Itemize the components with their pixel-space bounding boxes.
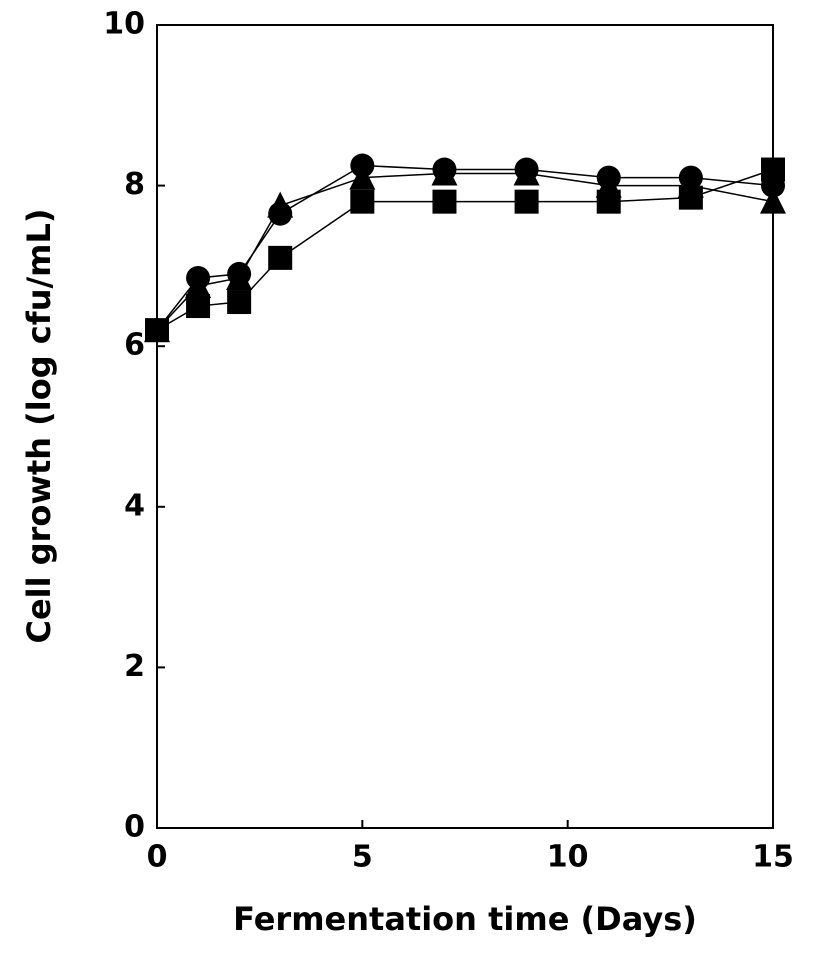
- marker: [596, 189, 621, 214]
- series-line: [156, 168, 774, 331]
- marker: [513, 159, 540, 186]
- marker: [267, 191, 294, 218]
- marker: [514, 189, 539, 214]
- plot-frame: [156, 24, 774, 829]
- marker: [678, 185, 703, 210]
- marker: [227, 290, 252, 315]
- x-tick-label: 15: [752, 840, 794, 875]
- y-tick-label: 2: [124, 649, 145, 684]
- x-tick-label: 5: [352, 840, 373, 875]
- marker: [186, 294, 211, 319]
- x-tick-label: 0: [147, 840, 168, 875]
- marker: [349, 163, 376, 190]
- marker: [145, 318, 169, 343]
- y-tick-label: 8: [124, 167, 145, 202]
- series-line: [156, 172, 774, 331]
- marker: [268, 245, 293, 270]
- x-axis-label: Fermentation time (Days): [233, 900, 697, 938]
- y-axis-label: Cell growth (log cfu/mL): [20, 208, 58, 643]
- y-tick-label: 10: [103, 7, 145, 42]
- marker: [761, 157, 785, 182]
- marker: [350, 189, 375, 214]
- marker: [185, 271, 212, 298]
- marker: [432, 189, 457, 214]
- x-tick-label: 10: [547, 840, 589, 875]
- marker: [226, 263, 253, 290]
- y-tick-label: 0: [124, 810, 145, 845]
- series-line: [156, 164, 774, 331]
- y-tick-label: 6: [124, 328, 145, 363]
- marker: [760, 187, 786, 214]
- marker: [431, 159, 458, 186]
- y-tick-label: 4: [124, 488, 145, 523]
